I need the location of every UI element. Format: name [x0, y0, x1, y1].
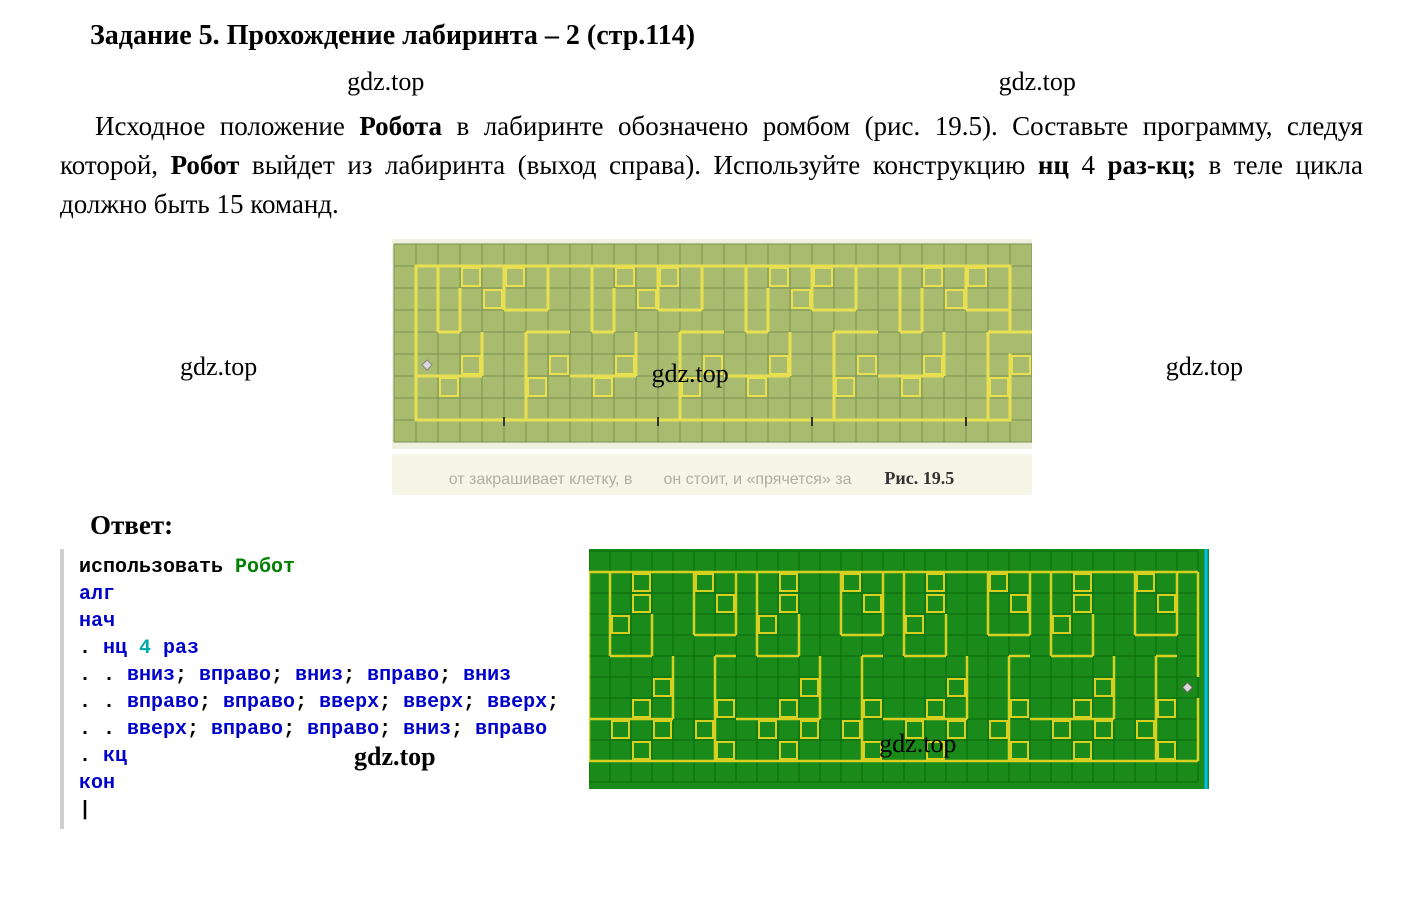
watermark: gdz.top	[347, 67, 424, 97]
watermark: gdz.top	[1166, 352, 1243, 382]
watermark: gdz.top	[354, 739, 436, 774]
figure-caption: Рис. 19.5	[864, 466, 974, 491]
watermark: gdz.top	[652, 359, 729, 389]
watermark-row-top: gdz.top gdz.top	[60, 67, 1363, 97]
problem-statement: Исходное положение Робота в лабиринте об…	[60, 107, 1363, 224]
watermark: gdz.top	[879, 729, 956, 759]
answer-label: Ответ:	[90, 510, 1363, 541]
figure-container: gdz.top gdz.top gdz.top от закрашивает к…	[60, 239, 1363, 495]
watermark: gdz.top	[180, 352, 257, 382]
maze-figure: gdz.top	[392, 239, 1032, 449]
faded-bg-text: от закрашивает клетку, в он стоит, и «пр…	[449, 471, 861, 488]
page-title: Задание 5. Прохождение лабиринта – 2 (ст…	[60, 20, 1363, 52]
answer-section: использовать Робот алг нач . нц 4 раз . …	[60, 549, 1363, 829]
result-maze: gdz.top	[589, 549, 1363, 789]
watermark: gdz.top	[999, 67, 1076, 97]
code-block: использовать Робот алг нач . нц 4 раз . …	[60, 549, 569, 829]
